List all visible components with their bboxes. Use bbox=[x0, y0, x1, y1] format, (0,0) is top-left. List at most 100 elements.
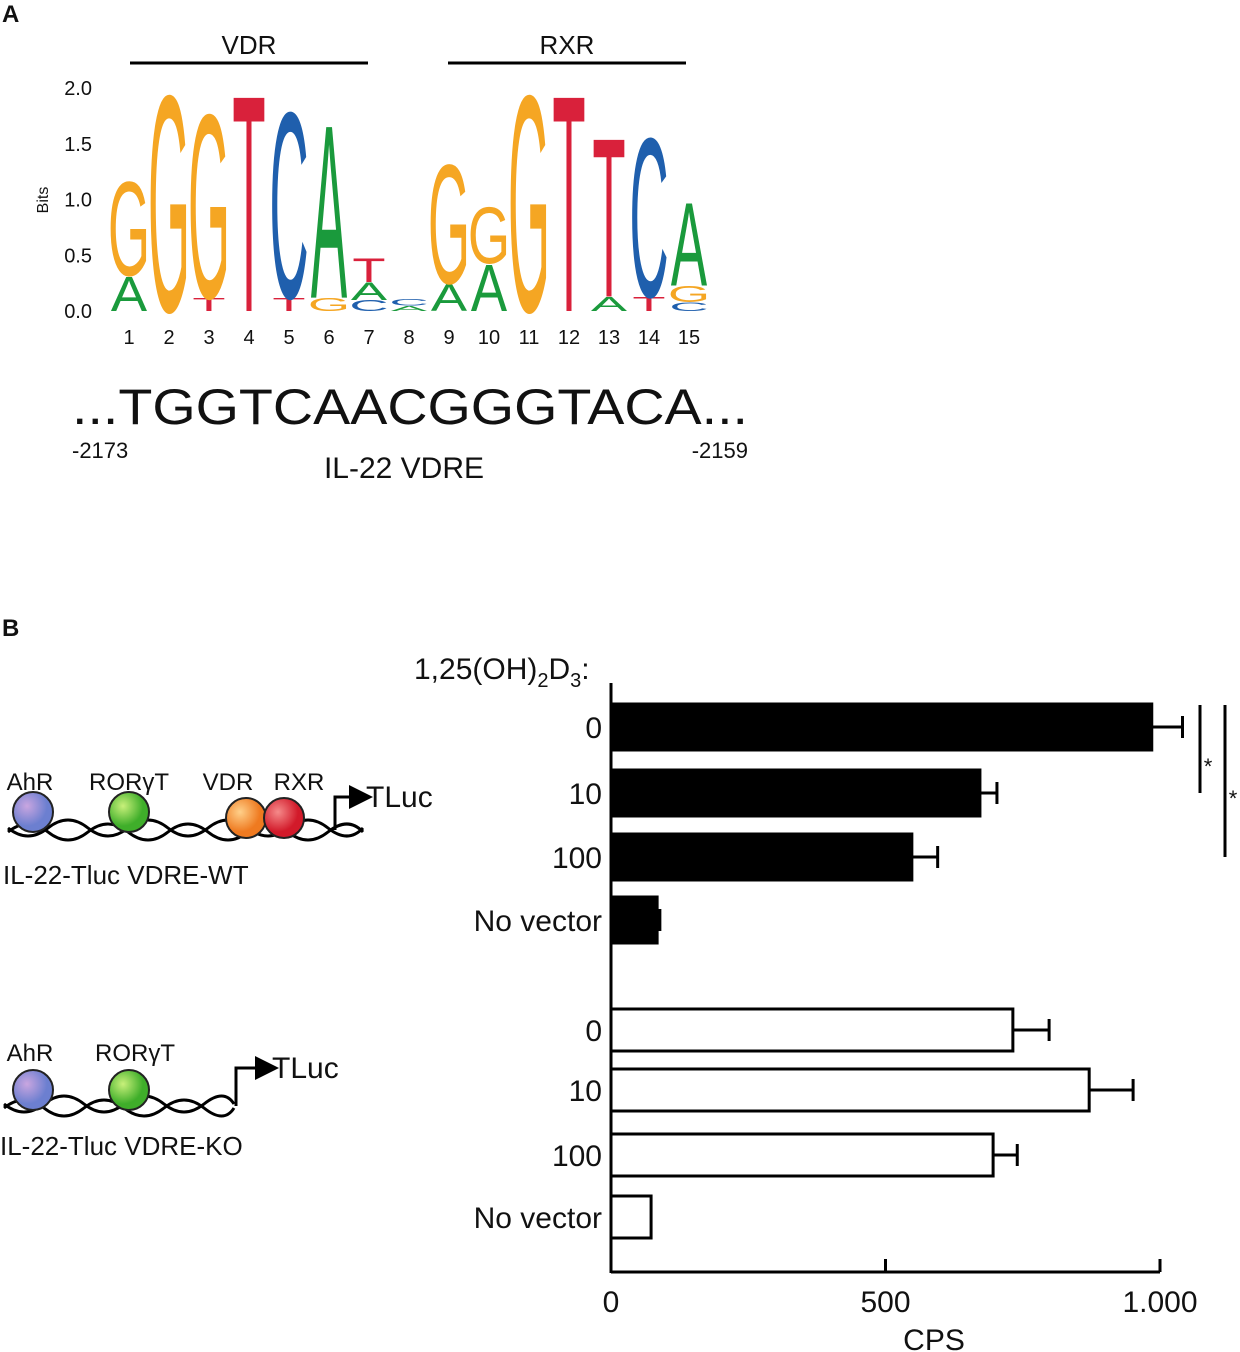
y-tick-label: 0.0 bbox=[64, 301, 92, 323]
logo-letter: A bbox=[391, 304, 427, 313]
factor-label: RXR bbox=[274, 769, 325, 796]
logo-letter: G bbox=[428, 130, 470, 320]
x-tick-label: 13 bbox=[598, 327, 620, 349]
logo-letter: G bbox=[468, 190, 510, 280]
y-axis-label: Bits bbox=[35, 187, 52, 214]
logo-letter: A bbox=[111, 267, 148, 322]
logo-letter: C bbox=[349, 297, 388, 314]
logo-letter: T bbox=[592, 92, 625, 346]
motif-label: RXR bbox=[540, 30, 595, 60]
factor-rort bbox=[108, 1069, 150, 1111]
x-axis-label: CPS bbox=[903, 1324, 965, 1352]
factor-label: RORγT bbox=[89, 769, 169, 796]
sequence: ...TGGTCAACGGGTACA... bbox=[72, 379, 748, 435]
x-tick-label: 7 bbox=[363, 327, 374, 349]
logo-letter: A bbox=[431, 276, 468, 320]
legend-title-part: D bbox=[549, 653, 571, 686]
logo-letter: C bbox=[269, 57, 308, 355]
category-label: 0 bbox=[585, 712, 602, 745]
promoter-arrow bbox=[333, 785, 373, 830]
factor-rort bbox=[108, 791, 150, 833]
factor-label: AhR bbox=[7, 769, 54, 796]
x-tick-label: 11 bbox=[519, 327, 540, 349]
subscript: 2 bbox=[537, 670, 548, 692]
category-label: 10 bbox=[569, 1075, 602, 1108]
bar bbox=[609, 895, 659, 945]
logo-letter: A bbox=[311, 75, 347, 351]
significance-star: * bbox=[1204, 754, 1213, 779]
motif-label: VDR bbox=[222, 30, 277, 60]
category-label: 100 bbox=[552, 842, 602, 875]
category-label: No vector bbox=[474, 905, 602, 938]
logo-letter: G bbox=[508, 32, 550, 377]
x-tick-label: 9 bbox=[443, 327, 454, 349]
x-tick-label: 8 bbox=[403, 327, 414, 349]
x-tick-label: 15 bbox=[678, 327, 700, 349]
x-tick-label: 500 bbox=[860, 1286, 910, 1319]
logo-letter: C bbox=[669, 300, 708, 314]
legend-title-part: 1,25(OH) bbox=[414, 653, 537, 686]
logo-letter: T bbox=[552, 32, 585, 377]
logo-letter: C bbox=[389, 297, 428, 307]
bar bbox=[609, 1007, 1015, 1053]
category-label: 10 bbox=[569, 778, 602, 811]
bar bbox=[609, 832, 914, 882]
y-tick-label: 2.0 bbox=[64, 78, 92, 100]
logo-letter: A bbox=[591, 293, 628, 316]
legend-title-part: : bbox=[581, 653, 589, 686]
x-tick-label: 4 bbox=[243, 327, 254, 349]
x-tick-label: 1.000 bbox=[1122, 1286, 1197, 1319]
logo-letter: T bbox=[632, 293, 665, 316]
factor-label: RORγT bbox=[95, 1040, 175, 1067]
y-tick-label: 1.0 bbox=[64, 190, 92, 212]
logo-letter: A bbox=[351, 278, 388, 306]
logo-letter: A bbox=[471, 251, 508, 326]
x-tick-label: 0 bbox=[603, 1286, 620, 1319]
panel-label: B bbox=[2, 615, 19, 642]
factor-rxr bbox=[263, 797, 305, 839]
logo-letter: G bbox=[148, 32, 190, 377]
bar bbox=[609, 1194, 653, 1240]
category-label: 100 bbox=[552, 1140, 602, 1173]
logo-letter: G bbox=[188, 61, 230, 355]
sequence-end: -2159 bbox=[692, 438, 748, 463]
construct-label: IL-22-Tluc VDRE-KO bbox=[0, 1131, 243, 1161]
bar bbox=[609, 1132, 995, 1178]
legend-title: 1,25(OH)2D3: bbox=[414, 653, 590, 692]
factor-label: AhR bbox=[7, 1040, 54, 1067]
reporter-label: TLuc bbox=[366, 781, 433, 814]
logo-letter: T bbox=[232, 32, 265, 377]
logo-letter: T bbox=[192, 294, 225, 315]
bar bbox=[609, 1067, 1091, 1113]
y-tick-label: 0.5 bbox=[64, 245, 92, 267]
logo-letter: A bbox=[671, 177, 707, 311]
x-tick-label: 3 bbox=[203, 327, 214, 349]
promoter-arrow bbox=[234, 1056, 279, 1106]
sequence-label: IL-22 VDRE bbox=[324, 452, 484, 485]
category-label: No vector bbox=[474, 1202, 602, 1235]
factor-vdr bbox=[225, 797, 267, 839]
bar bbox=[609, 768, 982, 818]
construct-label: IL-22-Tluc VDRE-WT bbox=[3, 860, 249, 890]
x-tick-label: 14 bbox=[638, 327, 660, 349]
dna-helix bbox=[7, 818, 365, 838]
y-tick-label: 1.5 bbox=[64, 134, 92, 156]
logo-letter: G bbox=[308, 294, 350, 315]
reporter-label: TLuc bbox=[272, 1052, 339, 1085]
logo-letter: T bbox=[352, 251, 385, 289]
x-tick-label: 10 bbox=[478, 327, 500, 349]
x-tick-label: 12 bbox=[558, 327, 580, 349]
logo-letter: G bbox=[108, 153, 150, 304]
factor-ahr bbox=[12, 1069, 54, 1111]
logo-letter: C bbox=[629, 92, 668, 346]
bar bbox=[609, 702, 1154, 752]
dna-helix bbox=[7, 822, 365, 842]
category-label: 0 bbox=[585, 1015, 602, 1048]
factor-ahr bbox=[12, 791, 54, 833]
x-tick-label: 5 bbox=[283, 327, 294, 349]
logo-letter: T bbox=[272, 294, 305, 315]
logo-letter: G bbox=[668, 281, 710, 307]
panel-label: A bbox=[2, 1, 19, 28]
sequence-start: -2173 bbox=[72, 438, 128, 463]
